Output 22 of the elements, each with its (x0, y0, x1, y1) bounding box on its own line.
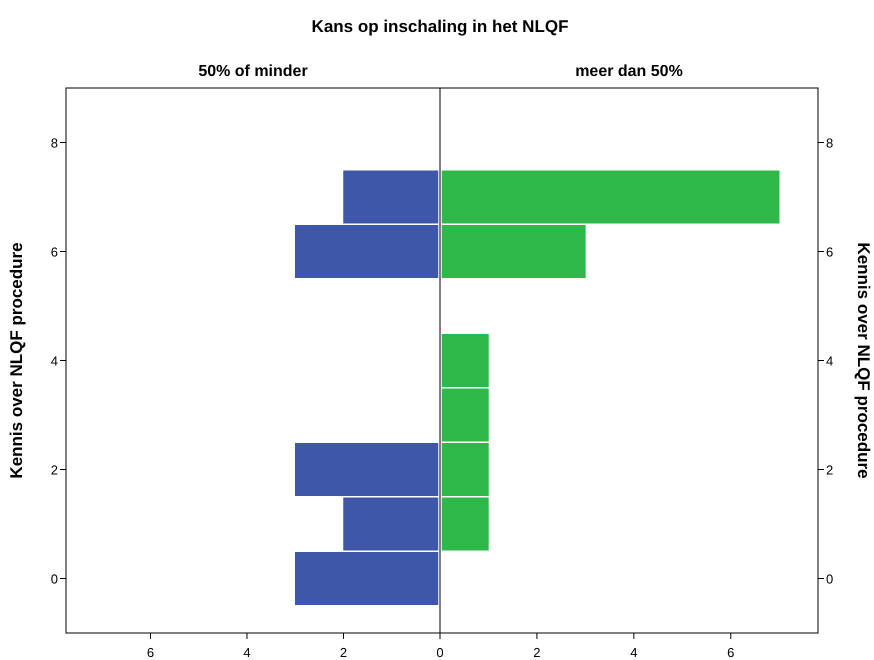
y-tick-label: 2 (826, 462, 834, 478)
x-tick-label: 2 (533, 645, 541, 660)
chart-subtitle: meer dan 50% (575, 63, 683, 80)
x-tick-label: 6 (146, 645, 154, 660)
y-tick-label: 8 (826, 136, 834, 150)
chart-title: Kans op inschaling in het NLQF (312, 17, 568, 36)
y-tick-label: 0 (826, 572, 834, 586)
y-tick-label: 6 (826, 244, 834, 260)
chart-subtitle: 50% of minder (198, 63, 308, 80)
y-tick-label: 0 (50, 572, 58, 586)
y-tick-label: 8 (50, 136, 58, 150)
y-tick-label: 6 (50, 244, 58, 260)
y-tick-label: 4 (826, 354, 834, 368)
y-tick-label: 4 (50, 354, 58, 368)
y-axis-title: Kennis over NLQF procedure (7, 242, 26, 479)
y-tick-label: 2 (50, 462, 58, 478)
x-tick-label: 4 (630, 645, 638, 660)
x-tick-label: 0 (436, 645, 444, 660)
y-axis-title: Kennis over NLQF procedure (854, 242, 873, 479)
x-tick-label: 6 (727, 645, 734, 660)
x-tick-label: 4 (243, 645, 251, 660)
x-tick-label: 2 (340, 645, 348, 660)
